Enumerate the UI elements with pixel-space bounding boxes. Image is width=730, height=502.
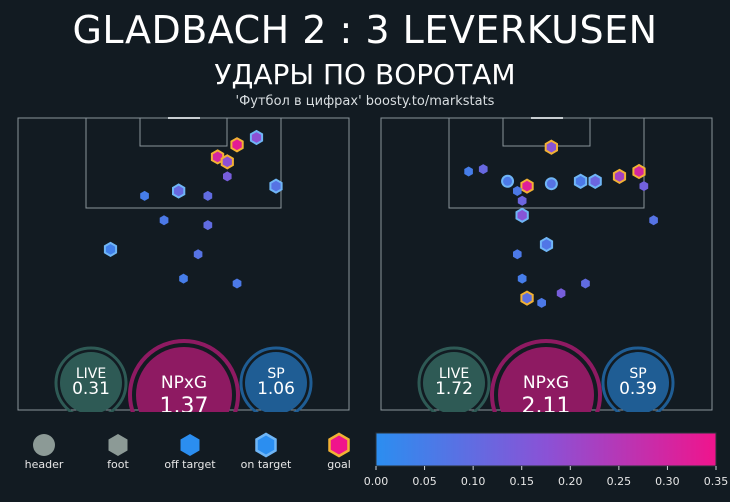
shot-marker [172,183,186,199]
shot-marker [513,186,522,196]
shot-marker [203,220,213,231]
shot-marker [537,297,546,308]
chart-title: GLADBACH 2 : 3 LEVERKUSEN [72,8,658,52]
colorbar-tick-label: 0.10 [461,475,486,488]
sp-label: SP [267,366,284,382]
colorbar-tick-label: 0.05 [412,475,437,488]
colorbar-tick-label: 0.15 [509,475,534,488]
colorbar-tick-label: 0.20 [558,475,583,488]
shot-marker [230,137,244,153]
npxg-label: NPxG [523,373,569,393]
shot-marker [520,178,534,194]
colorbar-tick-label: 0.25 [607,475,632,488]
shot-marker [639,181,649,192]
live-circle [60,352,122,414]
live-label: LIVE [76,366,106,382]
legend-header-label: header [25,458,64,471]
legend-goal-marker [328,432,350,458]
sp-value: 0.39 [619,379,657,399]
chart-subtitle: УДАРЫ ПО ВОРОТАМ [214,58,516,91]
shot-marker [556,288,566,299]
sp-circle [245,352,307,414]
legend-ontarget-label: on target [241,458,292,471]
shot-marker [269,178,283,194]
shot-marker [179,273,188,284]
sp-circle [607,352,669,414]
shot-marker [223,171,232,182]
legend-offtarget-label: off target [164,458,216,471]
colorbar-tick-label: 0.00 [364,475,389,488]
live-value: 0.31 [72,379,110,399]
live-label: LIVE [439,366,469,382]
six-yard-box [502,117,591,147]
shot-marker [159,215,169,226]
shot-marker [464,166,473,177]
npxg-label: NPxG [161,373,207,393]
shot-marker [515,207,529,223]
legend-foot-marker [108,434,128,456]
shot-marker [581,278,590,289]
shot-marker [573,173,588,189]
legend-ontarget-marker [255,432,277,458]
shot-marker [232,278,242,289]
credit-line: 'Футбол в цифрах' boosty.to/markstats [235,94,495,109]
sp-label: SP [629,366,646,382]
shot-marker [588,173,602,189]
live-value: 1.72 [435,379,473,399]
colorbar: 0.00 0.05 0.10 0.15 0.20 0.25 0.30 0.35 [364,432,729,488]
legend: header foot off target on target goal [25,432,351,471]
shot-marker [520,290,534,306]
colorbar-tick-label: 0.30 [655,475,680,488]
shot-marker [632,163,646,180]
shot-marker [193,249,203,260]
shot-marker [544,177,558,191]
shot-marker [517,273,527,284]
legend-header-marker [33,434,55,456]
shot-marker [649,215,658,226]
shot-marker [539,236,554,253]
shot-marker [140,190,149,201]
shot-marker [513,249,522,260]
penalty-box [448,117,645,209]
shot-marker [478,164,488,175]
legend-offtarget-marker [180,434,200,456]
shot-marker [210,149,225,165]
live-circle [423,352,485,414]
shot-marker [103,241,118,258]
shot-marker [612,168,627,185]
shot-marker [220,154,234,170]
colorbar-tick-label: 0.35 [704,475,729,488]
legend-foot-label: foot [107,458,129,471]
colorbar-gradient [375,432,717,467]
shot-marker [203,190,213,201]
legend-goal-label: goal [327,458,351,471]
shot-marker [544,139,558,155]
shot-marker [249,129,264,146]
shot-marker [517,195,527,206]
shot-marker [501,174,515,188]
sp-value: 1.06 [257,379,295,399]
six-yard-box [139,117,228,147]
